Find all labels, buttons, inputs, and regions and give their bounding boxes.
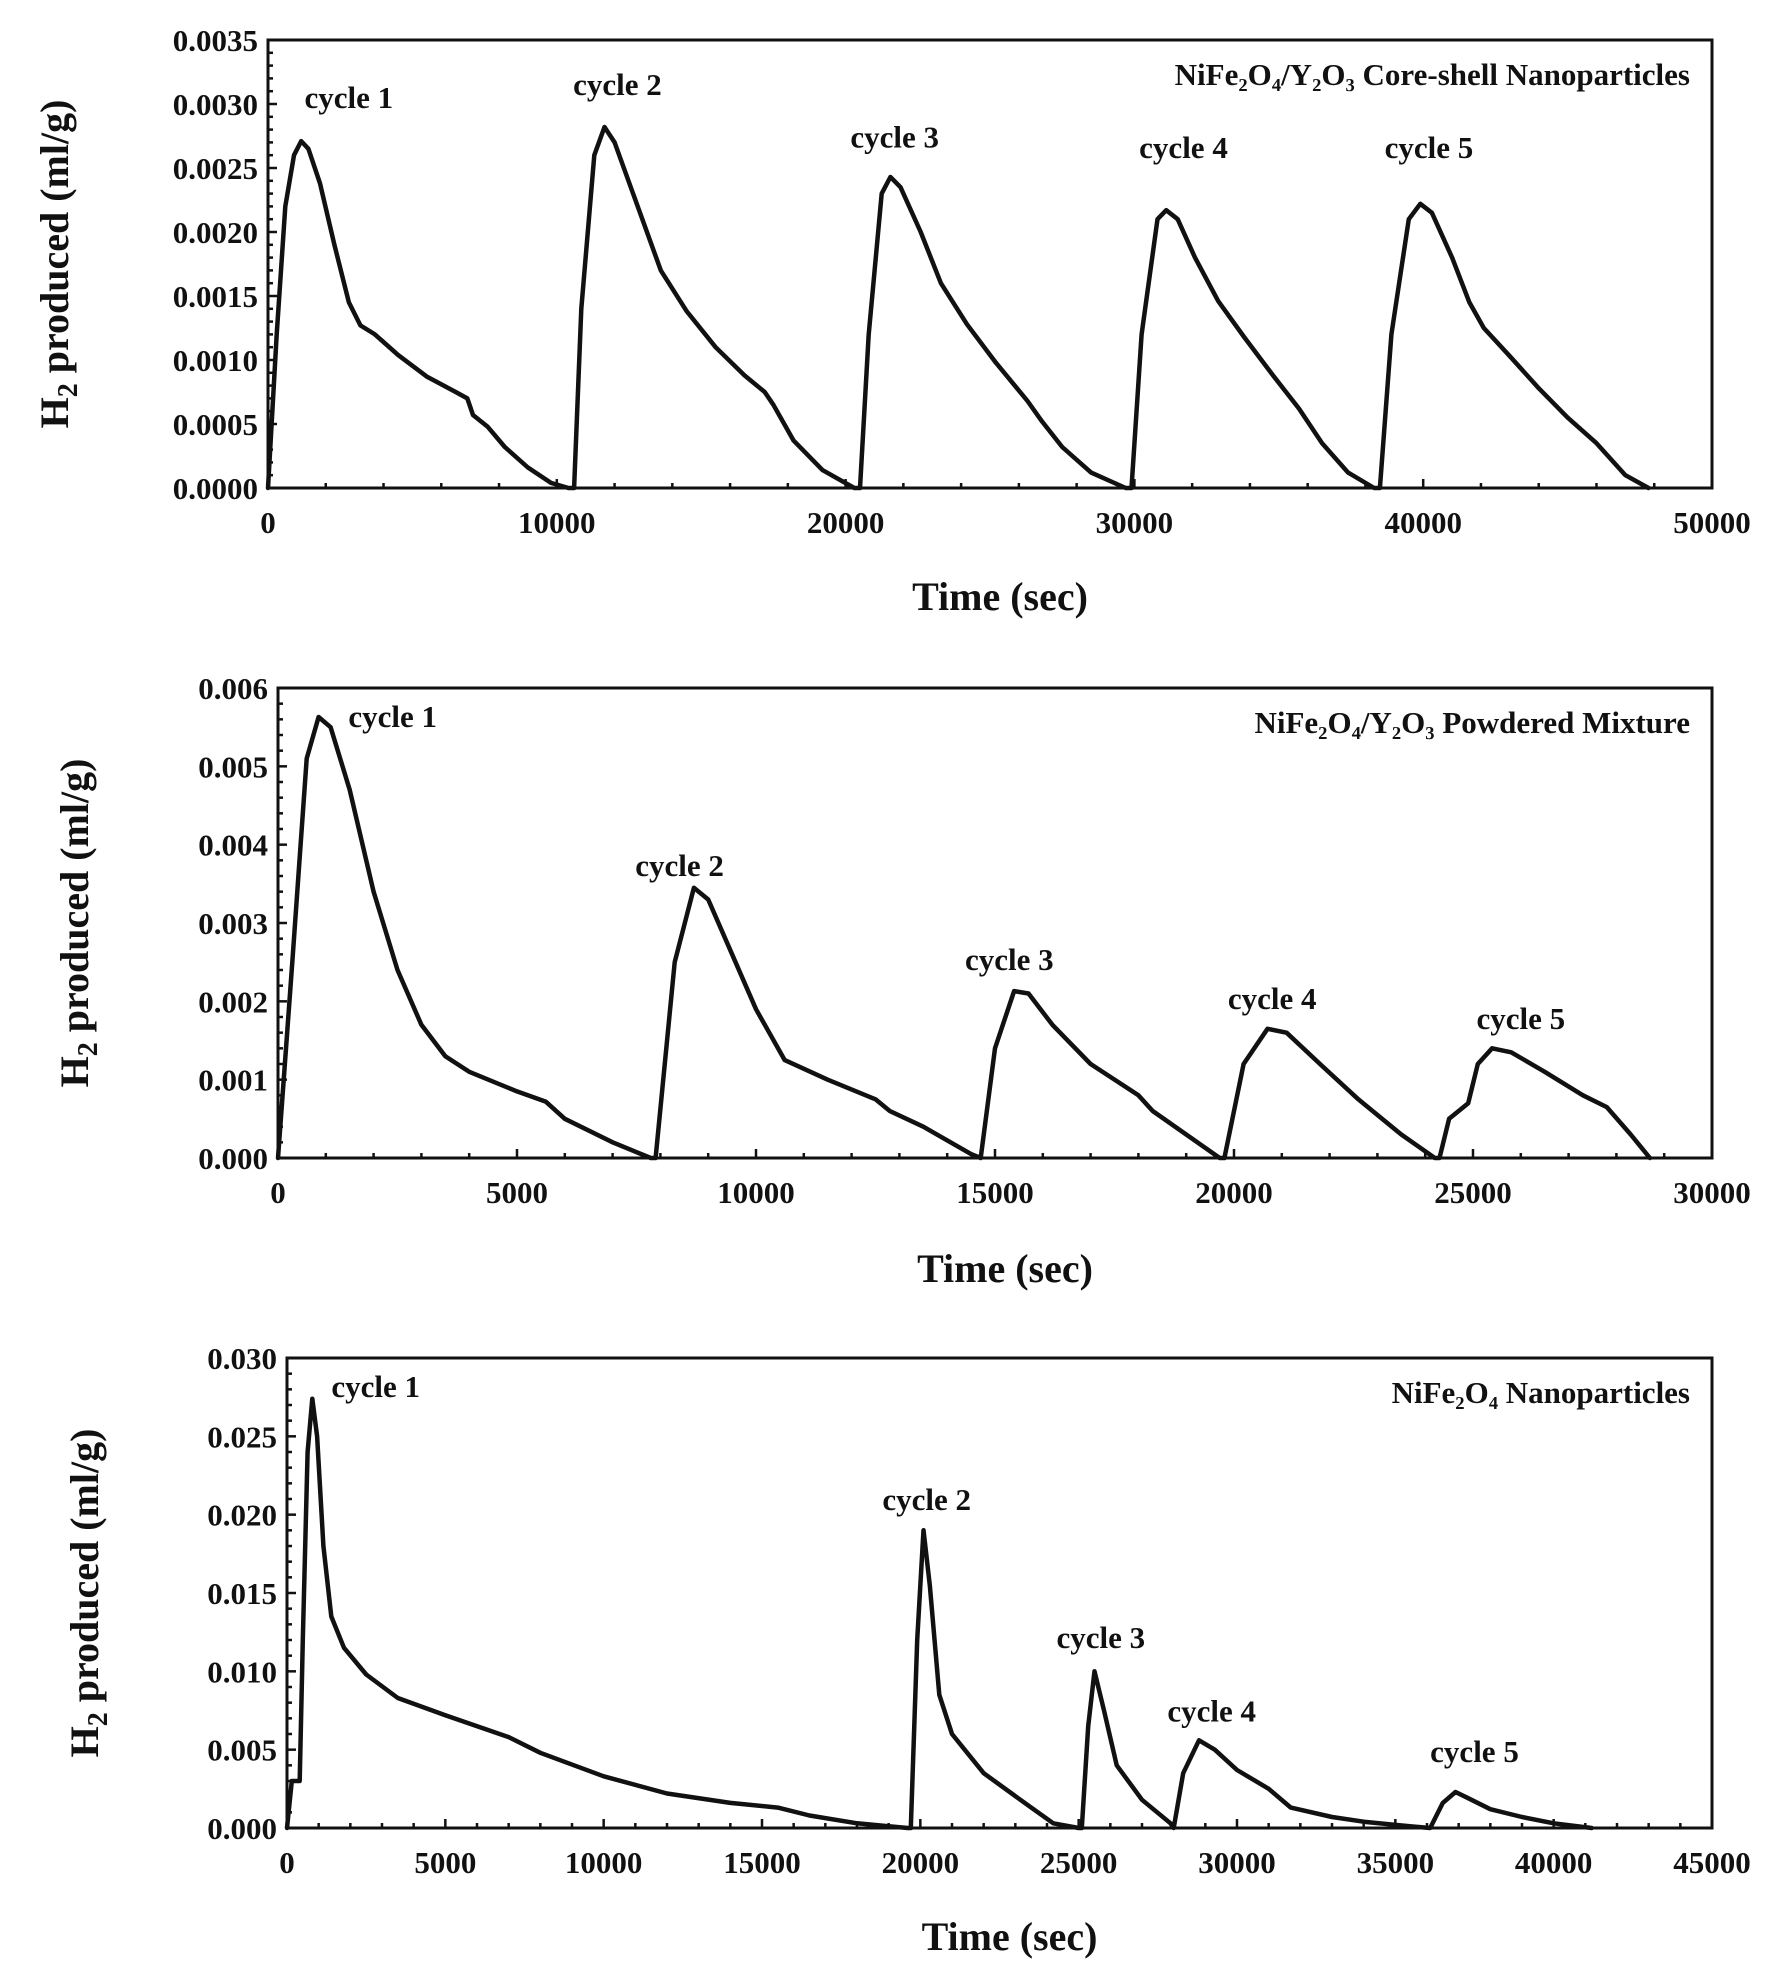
cycle-annotation: cycle 2	[635, 848, 724, 883]
y-axis-title: H2 produced (ml/g)	[52, 759, 104, 1088]
y-tick-label: 0.002	[198, 984, 268, 1019]
x-tick-label: 45000	[1673, 1845, 1751, 1880]
x-tick-label: 25000	[1434, 1175, 1512, 1210]
cycle-annotation: cycle 3	[1057, 1620, 1146, 1655]
x-tick-label: 50000	[1673, 505, 1751, 540]
y-tick-label: 0.0015	[173, 279, 258, 314]
y-tick-label: 0.005	[207, 1733, 277, 1768]
series-line	[265, 124, 1651, 491]
x-tick-label: 20000	[882, 1845, 960, 1880]
cycle-annotation: cycle 5	[1476, 1001, 1565, 1036]
series-line	[284, 1396, 1594, 1831]
plot-area-frame	[276, 686, 1714, 1160]
chart-panel-1: 0.0000 0.0005 0.0010 0.0015 0.0020 0.0025 0.00…	[32, 23, 1751, 619]
y-tick-label: 0.0005	[173, 407, 258, 442]
x-tick-label: 10000	[518, 505, 596, 540]
x-tick-label: 20000	[1195, 1175, 1273, 1210]
x-tick-label: 40000	[1515, 1845, 1593, 1880]
y-tick-label: 0.0030	[173, 87, 258, 122]
chart-panel-3: 0.000 0.005 0.010 0.015 0.020 0.025 0.030 0 5000…	[62, 1341, 1751, 1959]
series-line	[275, 714, 1653, 1161]
x-axis-title: Time (sec)	[917, 1246, 1093, 1291]
y-tick-label: 0.0035	[173, 23, 258, 58]
y-tick-label: 0.0000	[173, 471, 258, 506]
x-tick-label: 0	[270, 1175, 286, 1210]
x-tick-label: 10000	[717, 1175, 795, 1210]
x-tick-label: 35000	[1357, 1845, 1435, 1880]
y-tick-label: 0.0025	[173, 151, 258, 186]
cycle-annotation: cycle 2	[882, 1482, 971, 1517]
y-axis-title: H2 produced (ml/g)	[32, 100, 84, 429]
x-tick-label: 20000	[807, 505, 885, 540]
panel-title: NiFe₂O₄ Nanoparticles	[1392, 1375, 1690, 1410]
chart-panel-2: 0.000 0.001 0.002 0.003 0.004 0.005 0.006 0 5000…	[52, 671, 1751, 1291]
cycle-annotation: cycle 4	[1228, 981, 1317, 1016]
cycle-annotation: cycle 4	[1167, 1693, 1256, 1728]
y-tick-label: 0.000	[207, 1811, 277, 1846]
x-tick-label: 15000	[956, 1175, 1034, 1210]
cycle-annotation: cycle 5	[1430, 1734, 1519, 1769]
y-tick-label: 0.000	[198, 1141, 268, 1176]
y-tick-label: 0.025	[207, 1419, 277, 1454]
y-tick-label: 0.020	[207, 1498, 277, 1533]
x-tick-label: 30000	[1096, 505, 1174, 540]
cycle-annotation: cycle 1	[348, 699, 437, 734]
y-tick-label: 0.004	[198, 828, 268, 863]
y-tick-label: 0.015	[207, 1576, 277, 1611]
cycle-annotation: cycle 2	[573, 67, 662, 102]
panel-title: NiFe₂O₄/Y₂O₃ Core-shell Nanoparticles	[1175, 57, 1690, 92]
cycle-annotation: cycle 1	[305, 80, 394, 115]
y-tick-label: 0.0010	[173, 343, 258, 378]
y-tick-label: 0.005	[198, 749, 268, 784]
x-tick-label: 30000	[1673, 1175, 1751, 1210]
x-tick-label: 0	[279, 1845, 295, 1880]
y-tick-label: 0.030	[207, 1341, 277, 1376]
x-tick-label: 10000	[565, 1845, 643, 1880]
panel-title: NiFe₂O₄/Y₂O₃ Powdered Mixture	[1254, 705, 1690, 740]
cycle-annotation: cycle 4	[1139, 130, 1228, 165]
y-tick-label: 0.010	[207, 1654, 277, 1689]
x-tick-label: 40000	[1384, 505, 1462, 540]
x-tick-label: 30000	[1198, 1845, 1276, 1880]
x-tick-label: 5000	[414, 1845, 476, 1880]
y-axis-title: H2 produced (ml/g)	[62, 1429, 114, 1758]
cycle-annotation: cycle 1	[331, 1369, 420, 1404]
x-tick-label: 0	[260, 505, 276, 540]
y-tick-label: 0.003	[198, 906, 268, 941]
x-axis-title: Time (sec)	[922, 1914, 1098, 1959]
y-tick-label: 0.006	[198, 671, 268, 706]
cycle-annotation: cycle 3	[850, 120, 939, 155]
y-tick-label: 0.001	[198, 1063, 268, 1098]
y-tick-label: 0.0020	[173, 215, 258, 250]
x-axis-title: Time (sec)	[912, 574, 1088, 619]
x-tick-label: 25000	[1040, 1845, 1118, 1880]
cycle-annotation: cycle 5	[1385, 130, 1474, 165]
x-tick-label: 15000	[723, 1845, 801, 1880]
plot-area-frame	[266, 38, 1714, 490]
cycle-annotation: cycle 3	[965, 942, 1054, 977]
x-tick-label: 5000	[486, 1175, 548, 1210]
